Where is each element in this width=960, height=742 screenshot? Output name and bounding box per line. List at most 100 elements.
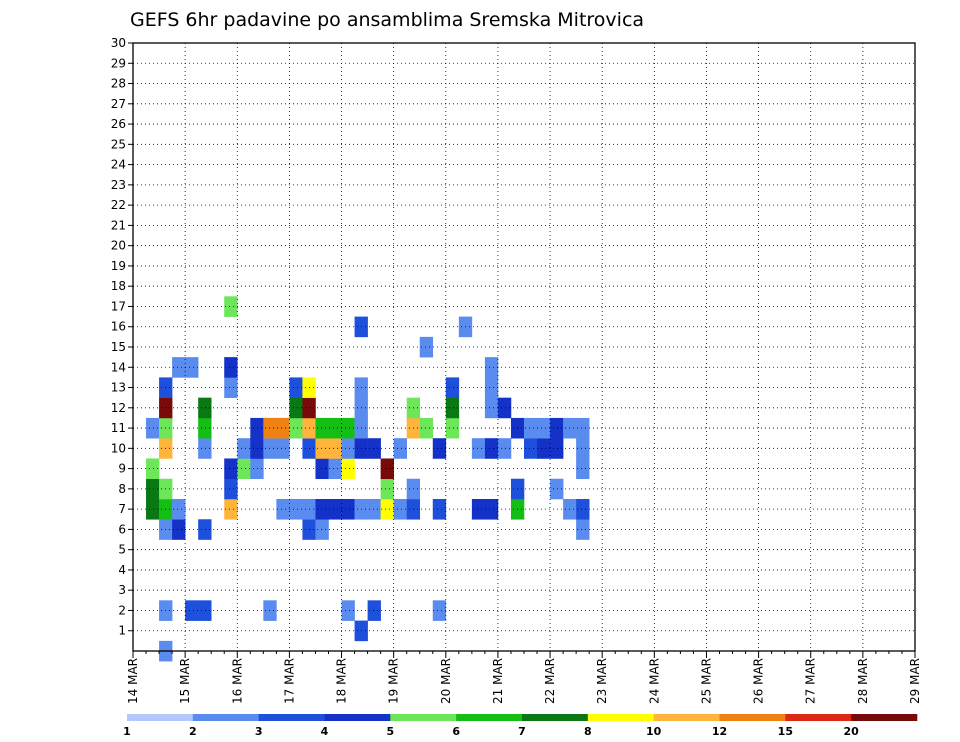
legend-label: 6 <box>452 725 460 738</box>
y-axis-ticks: 1234567891011121314151617181920212223242… <box>111 36 133 638</box>
y-tick-label: 22 <box>111 198 126 212</box>
precip-cell <box>224 296 238 317</box>
precip-cell <box>524 438 538 459</box>
y-tick-label: 12 <box>111 401 126 415</box>
legend-swatch <box>324 714 391 721</box>
precip-cell <box>432 438 447 459</box>
legend-swatch <box>127 714 194 721</box>
legend-swatch <box>719 714 786 721</box>
precip-cell <box>471 499 486 520</box>
legend-label: 7 <box>518 725 526 738</box>
y-tick-label: 5 <box>118 543 126 557</box>
legend-label: 15 <box>778 725 793 738</box>
precip-cell <box>172 499 186 520</box>
precip-cell <box>341 438 355 459</box>
precip-cell <box>276 417 290 439</box>
precip-cell <box>341 458 355 480</box>
precip-cell <box>576 417 590 439</box>
y-tick-label: 25 <box>111 137 126 151</box>
precip-cell <box>276 499 290 520</box>
y-tick-label: 16 <box>111 320 126 334</box>
x-tick-label: 27 MAR <box>804 658 818 704</box>
precip-cell <box>315 519 329 540</box>
y-tick-label: 6 <box>118 522 126 536</box>
legend-swatch <box>587 714 654 721</box>
legend-swatch <box>522 714 589 721</box>
legend-label: 2 <box>189 725 197 738</box>
precip-cell <box>289 417 303 439</box>
precip-cell <box>576 438 590 459</box>
y-tick-label: 14 <box>111 360 126 374</box>
precip-cell <box>484 499 499 520</box>
precip-cell <box>198 438 212 459</box>
legend-label: 12 <box>712 725 727 738</box>
chart-title: GEFS 6hr padavine po ansamblima Sremska … <box>130 9 644 31</box>
precip-cell <box>198 397 212 419</box>
legend-label: 10 <box>646 725 662 738</box>
precip-cell <box>224 377 238 398</box>
precip-cell <box>484 397 499 419</box>
precip-cell <box>550 478 564 500</box>
precip-cell <box>172 519 186 540</box>
precip-cell <box>445 417 460 439</box>
precip-cell <box>432 600 447 621</box>
precip-cell <box>484 438 499 459</box>
legend-swatch <box>192 714 259 721</box>
precip-cell <box>185 357 199 378</box>
precip-cell <box>328 499 342 520</box>
legend-label: 4 <box>321 725 329 738</box>
y-tick-label: 26 <box>111 117 126 131</box>
precip-cell <box>185 600 199 621</box>
y-tick-label: 8 <box>118 482 126 496</box>
precip-cells <box>133 296 590 662</box>
precip-cell <box>576 458 590 480</box>
precip-cell <box>276 438 290 459</box>
legend-label: 8 <box>584 725 592 738</box>
precip-cell <box>250 458 264 480</box>
precip-cell <box>380 458 394 480</box>
precip-cell <box>198 519 212 540</box>
y-tick-label: 11 <box>111 421 126 435</box>
precip-cell <box>484 377 499 398</box>
precip-cell <box>224 478 238 500</box>
y-tick-label: 13 <box>111 381 126 395</box>
precip-cell <box>172 357 186 378</box>
precip-cell <box>224 458 238 480</box>
precip-cell <box>315 417 329 439</box>
precip-cell <box>289 499 303 520</box>
x-tick-label: 20 MAR <box>439 658 453 704</box>
x-tick-label: 22 MAR <box>543 658 557 704</box>
legend-label: 5 <box>387 725 395 738</box>
legend-swatch <box>851 714 918 721</box>
y-tick-label: 7 <box>118 502 126 516</box>
precip-cell <box>419 336 434 358</box>
precip-cell <box>550 417 564 439</box>
legend-swatch <box>653 714 720 721</box>
color-scale-legend: 1 2 3 4 5 6 7 8 10 12 15 20 <box>123 714 918 738</box>
y-tick-label: 3 <box>118 583 126 597</box>
precip-cell <box>146 417 160 439</box>
x-tick-label: 16 MAR <box>230 658 244 704</box>
legend-swatch <box>390 714 457 721</box>
precip-cell <box>497 438 512 459</box>
precip-cell <box>328 438 342 459</box>
x-tick-label: 26 MAR <box>752 658 766 704</box>
precip-cell <box>289 397 303 419</box>
legend-label: 1 <box>123 725 131 738</box>
precip-cell <box>497 397 512 419</box>
precip-cell <box>380 478 394 500</box>
y-tick-label: 19 <box>111 259 126 273</box>
y-tick-label: 17 <box>111 299 126 313</box>
y-tick-label: 27 <box>111 97 126 111</box>
y-tick-label: 1 <box>118 624 126 638</box>
y-tick-label: 4 <box>118 563 126 577</box>
y-tick-label: 28 <box>111 77 126 91</box>
chart-gridlines <box>133 42 915 651</box>
legend-label: 3 <box>255 725 263 738</box>
y-tick-label: 10 <box>111 441 126 455</box>
y-tick-label: 30 <box>111 36 126 50</box>
y-tick-label: 24 <box>111 158 126 172</box>
precip-cell <box>341 499 355 520</box>
precip-cell <box>224 499 238 520</box>
